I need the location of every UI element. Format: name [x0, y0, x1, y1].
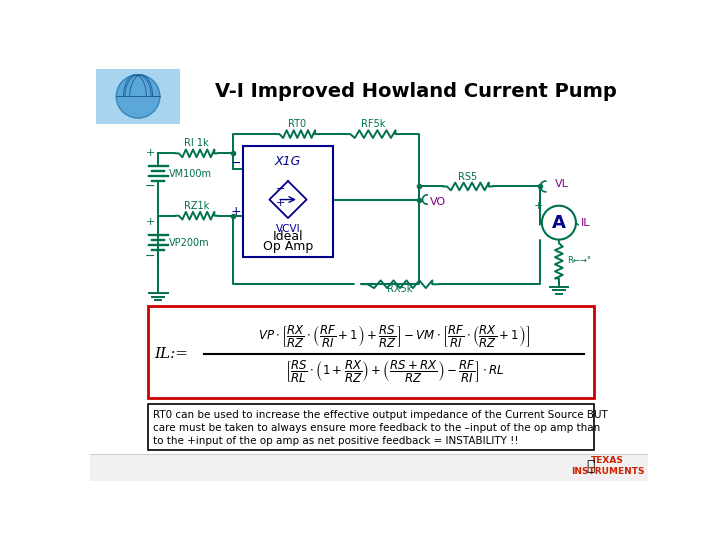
Text: RF5k: RF5k — [361, 119, 385, 129]
Text: V-I Improved Howland Current Pump: V-I Improved Howland Current Pump — [215, 82, 616, 101]
Polygon shape — [117, 75, 160, 118]
Text: +: + — [534, 201, 544, 211]
Text: RX5k: RX5k — [387, 284, 413, 294]
Bar — [148, 403, 594, 450]
Text: VM100m: VM100m — [169, 169, 212, 179]
Text: +: + — [145, 217, 155, 227]
Text: −: − — [145, 180, 155, 193]
Bar — [90, 454, 648, 455]
Bar — [243, 146, 333, 257]
Text: VL: VL — [555, 179, 569, 189]
Text: $\left[\dfrac{RS}{RL}\cdot\left(1+\dfrac{RX}{RZ}\right)+\left(\dfrac{RS+RX}{RZ}\: $\left[\dfrac{RS}{RL}\cdot\left(1+\dfrac… — [284, 358, 504, 384]
Text: RT0: RT0 — [288, 119, 307, 129]
Text: to the +input of the op amp as net positive feedback = INSTABILITY !!: to the +input of the op amp as net posit… — [153, 436, 518, 446]
Text: RZ1k: RZ1k — [184, 201, 210, 211]
Bar — [96, 69, 180, 124]
Text: RI 1k: RI 1k — [184, 138, 209, 149]
Text: R←→°: R←→° — [567, 256, 590, 265]
Text: RS5: RS5 — [458, 172, 477, 181]
Text: Op Amp: Op Amp — [263, 240, 313, 253]
Text: −: − — [145, 249, 155, 262]
Text: +: + — [230, 205, 241, 218]
Text: 🦌: 🦌 — [587, 459, 595, 473]
Text: TEXAS
INSTRUMENTS: TEXAS INSTRUMENTS — [571, 456, 644, 476]
Text: −: − — [230, 157, 241, 170]
Text: RT0 can be used to increase the effective output impedance of the Current Source: RT0 can be used to increase the effectiv… — [153, 410, 608, 420]
Text: +: + — [276, 198, 285, 208]
Text: −: − — [276, 184, 285, 194]
Text: VCVI: VCVI — [276, 224, 300, 234]
Circle shape — [542, 206, 576, 240]
Text: IL: IL — [580, 218, 590, 228]
Text: X1G: X1G — [275, 155, 301, 168]
Text: A: A — [552, 214, 566, 232]
Bar — [148, 306, 594, 398]
Text: VO: VO — [431, 197, 446, 207]
Bar — [90, 455, 648, 481]
Text: Ideal: Ideal — [273, 230, 303, 242]
Text: IL:=: IL:= — [154, 347, 189, 361]
Text: care must be taken to always ensure more feedback to the –input of the op amp th: care must be taken to always ensure more… — [153, 423, 600, 433]
Text: +: + — [145, 148, 155, 158]
Text: $VP\cdot\left[\dfrac{RX}{RZ}\cdot\left(\dfrac{RF}{RI}+1\right)+\dfrac{RS}{RZ}\ri: $VP\cdot\left[\dfrac{RX}{RZ}\cdot\left(\… — [258, 323, 530, 349]
Text: VP200m: VP200m — [169, 238, 210, 248]
